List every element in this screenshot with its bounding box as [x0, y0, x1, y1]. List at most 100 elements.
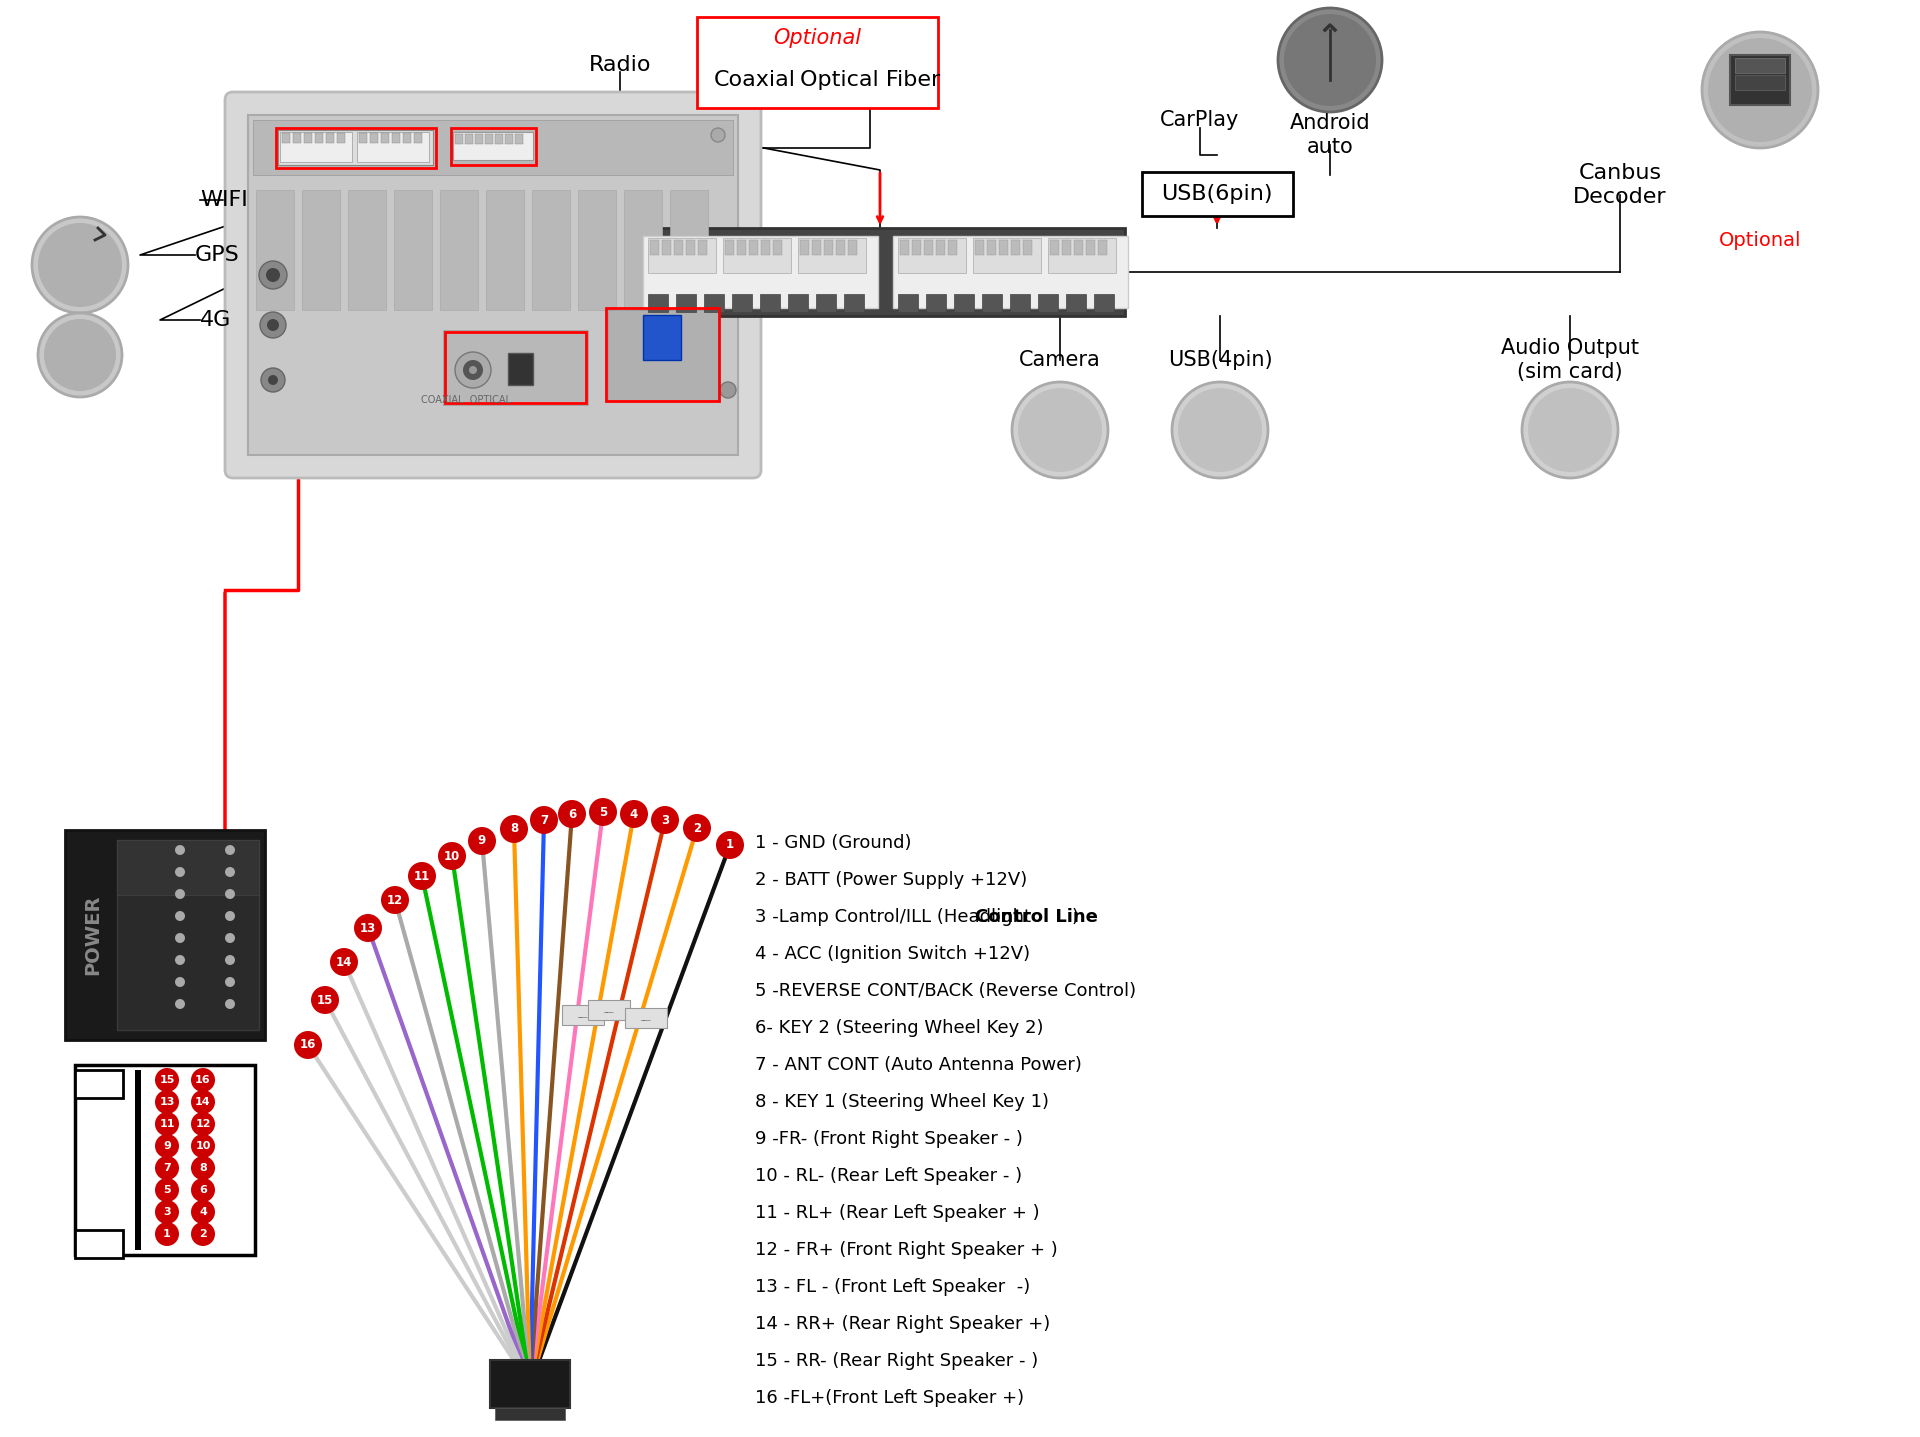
- Bar: [532, 190, 570, 310]
- Bar: [643, 315, 682, 361]
- Bar: [981, 295, 1002, 312]
- Text: 9: 9: [163, 1141, 171, 1151]
- Text: USB(6pin): USB(6pin): [1162, 184, 1273, 204]
- Text: 13: 13: [159, 1096, 175, 1106]
- Text: 6: 6: [200, 1186, 207, 1196]
- Text: ___: ___: [639, 1015, 651, 1022]
- Text: 8: 8: [200, 1163, 207, 1173]
- Bar: [1048, 239, 1116, 273]
- Bar: [760, 240, 770, 254]
- Bar: [65, 831, 265, 1040]
- Circle shape: [530, 806, 559, 833]
- Bar: [624, 190, 662, 310]
- Bar: [495, 1408, 564, 1420]
- Bar: [1087, 240, 1094, 254]
- Bar: [670, 190, 708, 310]
- Circle shape: [225, 845, 234, 855]
- Circle shape: [175, 933, 184, 943]
- Bar: [75, 1065, 255, 1255]
- Bar: [749, 240, 758, 254]
- Bar: [1066, 295, 1087, 312]
- Circle shape: [455, 352, 492, 388]
- Text: 16: 16: [196, 1075, 211, 1085]
- Text: 5 -REVERSE CONT/BACK (Reverse Control): 5 -REVERSE CONT/BACK (Reverse Control): [755, 981, 1137, 1000]
- Bar: [515, 134, 522, 144]
- Bar: [474, 134, 484, 144]
- Circle shape: [156, 1068, 179, 1092]
- Bar: [812, 240, 822, 254]
- Bar: [348, 190, 386, 310]
- Bar: [380, 134, 390, 144]
- Bar: [278, 129, 434, 165]
- Text: 15: 15: [159, 1075, 175, 1085]
- Circle shape: [190, 1091, 215, 1114]
- Circle shape: [1284, 14, 1377, 106]
- Bar: [465, 134, 472, 144]
- Bar: [824, 240, 833, 254]
- Circle shape: [1528, 388, 1613, 471]
- Text: 7 - ANT CONT (Auto Antenna Power): 7 - ANT CONT (Auto Antenna Power): [755, 1056, 1081, 1073]
- Text: 10 - RL- (Rear Left Speaker - ): 10 - RL- (Rear Left Speaker - ): [755, 1167, 1021, 1186]
- Text: 4G: 4G: [200, 310, 232, 331]
- Bar: [649, 295, 668, 312]
- Bar: [899, 295, 918, 312]
- Bar: [705, 295, 724, 312]
- Text: 10: 10: [444, 849, 461, 862]
- Bar: [276, 128, 436, 168]
- Bar: [440, 190, 478, 310]
- Text: 15 - RR- (Rear Right Speaker - ): 15 - RR- (Rear Right Speaker - ): [755, 1352, 1039, 1369]
- Circle shape: [620, 800, 649, 828]
- Bar: [303, 134, 311, 144]
- Bar: [326, 134, 334, 144]
- Bar: [987, 240, 996, 254]
- Bar: [662, 240, 670, 254]
- Bar: [294, 134, 301, 144]
- Bar: [1094, 295, 1114, 312]
- Text: 11 - RL+ (Rear Left Speaker + ): 11 - RL+ (Rear Left Speaker + ): [755, 1204, 1039, 1221]
- Bar: [1050, 240, 1060, 254]
- Text: 9 -FR- (Front Right Speaker - ): 9 -FR- (Front Right Speaker - ): [755, 1129, 1023, 1148]
- Text: 8 - KEY 1 (Steering Wheel Key 1): 8 - KEY 1 (Steering Wheel Key 1): [755, 1094, 1048, 1111]
- Bar: [1073, 240, 1083, 254]
- Text: 6: 6: [568, 808, 576, 821]
- Bar: [282, 134, 290, 144]
- Circle shape: [438, 842, 467, 869]
- Bar: [578, 190, 616, 310]
- Bar: [899, 239, 966, 273]
- Circle shape: [190, 1068, 215, 1092]
- Circle shape: [1701, 32, 1818, 148]
- Circle shape: [330, 948, 357, 976]
- Circle shape: [259, 312, 286, 338]
- Bar: [801, 240, 808, 254]
- Bar: [117, 841, 259, 1030]
- Circle shape: [225, 977, 234, 987]
- Bar: [495, 134, 503, 144]
- Text: Optical Fiber: Optical Fiber: [801, 70, 941, 91]
- Bar: [900, 240, 908, 254]
- Bar: [607, 308, 718, 401]
- Bar: [1010, 295, 1029, 312]
- Circle shape: [156, 1178, 179, 1201]
- Bar: [357, 132, 428, 162]
- Bar: [75, 1071, 123, 1098]
- Bar: [253, 121, 733, 175]
- Bar: [117, 841, 259, 895]
- Circle shape: [156, 1221, 179, 1246]
- Bar: [248, 115, 737, 456]
- Bar: [699, 240, 707, 254]
- Circle shape: [38, 223, 123, 308]
- Bar: [415, 134, 422, 144]
- Bar: [505, 134, 513, 144]
- Bar: [937, 240, 945, 254]
- Text: 12: 12: [386, 894, 403, 907]
- Text: 1: 1: [163, 1229, 171, 1239]
- Text: 4: 4: [630, 808, 637, 821]
- Text: ___: ___: [603, 1007, 612, 1013]
- Bar: [490, 1359, 570, 1408]
- Circle shape: [156, 1091, 179, 1114]
- Text: 3: 3: [660, 813, 668, 826]
- Circle shape: [269, 375, 278, 385]
- Bar: [835, 240, 845, 254]
- Circle shape: [175, 845, 184, 855]
- Text: 6- KEY 2 (Steering Wheel Key 2): 6- KEY 2 (Steering Wheel Key 2): [755, 1019, 1043, 1038]
